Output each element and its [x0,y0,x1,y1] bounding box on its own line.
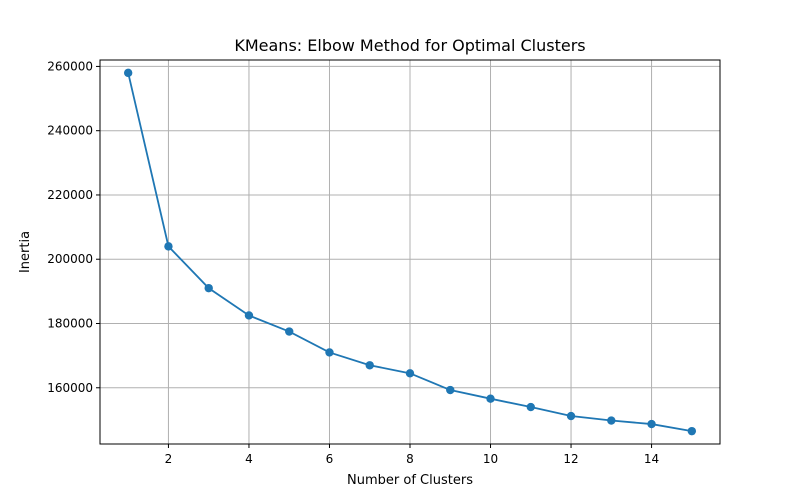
data-point [566,411,576,421]
series-marker-group [123,68,697,436]
data-point [244,311,254,320]
data-point [164,242,173,251]
x-axis-ticks: 2 4 6 8 10 12 14 [165,444,659,466]
data-point [285,327,294,336]
x-axis-label: Number of Clusters [347,473,473,488]
grid [100,60,720,444]
chart-title: KMeans: Elbow Method for Optimal Cluster… [234,36,585,55]
x-tick-label: 14 [644,452,659,466]
data-point [123,68,133,78]
data-point [486,394,495,403]
data-point [647,419,656,429]
y-axis-ticks: 160000 180000 200000 220000 240000 260000 [47,59,100,395]
x-tick-label: 10 [483,452,498,466]
x-tick-label: 2 [165,452,173,466]
y-axis-label: Inertia [18,231,33,273]
data-point [365,361,374,370]
data-point [204,283,213,293]
x-tick-label: 4 [245,452,253,466]
data-point [325,348,334,357]
x-tick-label: 12 [563,452,578,466]
y-tick-label: 200000 [47,252,93,266]
y-tick-label: 180000 [47,316,93,330]
data-point [687,426,697,436]
data-point [607,416,616,425]
data-point [446,385,455,395]
y-tick-label: 240000 [47,124,93,138]
data-point [526,402,535,412]
data-point [405,369,415,378]
y-tick-label: 220000 [47,188,93,202]
y-tick-label: 160000 [47,381,93,395]
x-tick-label: 8 [406,452,414,466]
y-tick-label: 260000 [47,59,93,73]
x-tick-label: 6 [326,452,334,466]
